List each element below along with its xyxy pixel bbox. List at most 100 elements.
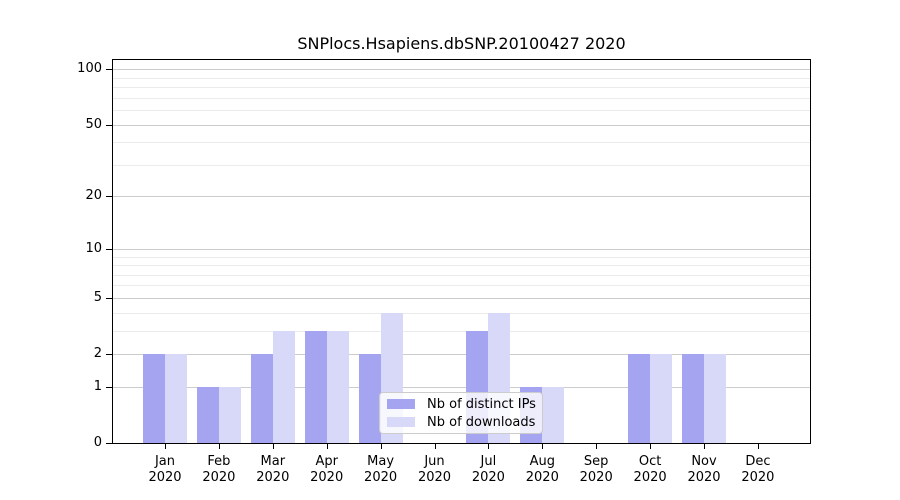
x-tick-label-line: Feb bbox=[207, 454, 231, 469]
x-tick-label-line: Jun bbox=[424, 454, 445, 469]
x-tick-label-line: 2020 bbox=[417, 470, 452, 485]
y-tick-label-10: 10 bbox=[85, 240, 102, 256]
bar-distinct-ips-feb bbox=[196, 386, 219, 443]
y-tick-label-0: 0 bbox=[93, 435, 102, 450]
x-tick-mark-mar bbox=[272, 444, 274, 449]
y-tick-mark-0 bbox=[106, 443, 112, 444]
x-tick-mark-jun bbox=[434, 444, 436, 449]
y-tick-label-100: 100 bbox=[77, 61, 102, 77]
minor-gridline-40 bbox=[113, 142, 810, 144]
x-tick-label-line: Oct bbox=[638, 454, 662, 469]
major-gridline-10 bbox=[113, 248, 810, 250]
plot-area bbox=[112, 59, 811, 444]
x-tick-mark-jul bbox=[488, 444, 490, 449]
bar-distinct-ips-mar bbox=[250, 354, 273, 443]
x-tick-label-feb: Feb 2020 bbox=[187, 454, 251, 486]
x-tick-label-dec: Dec 2020 bbox=[726, 454, 790, 486]
x-tick-label-line: Apr bbox=[315, 454, 338, 469]
x-tick-label-line: 2020 bbox=[148, 470, 182, 485]
major-gridline-5 bbox=[113, 297, 810, 299]
x-tick-label-apr: Apr 2020 bbox=[295, 454, 359, 486]
legend: Nb of distinct IPs Nb of downloads bbox=[379, 392, 543, 434]
bar-distinct-ips-apr bbox=[304, 330, 327, 443]
x-tick-label-line: 2020 bbox=[741, 470, 775, 485]
y-tick-label-5: 5 bbox=[93, 289, 102, 305]
y-tick-mark-1 bbox=[106, 386, 112, 388]
x-tick-label-line: Sep bbox=[583, 454, 609, 469]
legend-swatch-distinct-ips bbox=[387, 399, 415, 409]
x-tick-mark-aug bbox=[542, 444, 544, 449]
minor-gridline-3 bbox=[113, 330, 810, 332]
major-gridline-50 bbox=[113, 124, 810, 126]
bar-downloads-oct bbox=[650, 354, 673, 443]
minor-gridline-60 bbox=[113, 110, 810, 111]
x-tick-mark-apr bbox=[326, 444, 328, 449]
bar-distinct-ips-may bbox=[358, 354, 381, 443]
y-tick-mark-2 bbox=[106, 354, 112, 355]
minor-gridline-9 bbox=[113, 256, 810, 258]
x-tick-label-line: Aug bbox=[529, 454, 555, 469]
major-gridline-100 bbox=[113, 69, 810, 71]
x-tick-label-line: Nov bbox=[691, 454, 717, 469]
x-tick-label-line: Dec bbox=[745, 454, 771, 469]
x-tick-label-line: 2020 bbox=[202, 470, 236, 485]
x-tick-label-nov: Nov 2020 bbox=[672, 454, 736, 486]
bar-distinct-ips-oct bbox=[628, 354, 651, 443]
x-tick-label-oct: Oct 2020 bbox=[618, 454, 682, 486]
bar-downloads-nov bbox=[704, 354, 726, 443]
x-tick-label-jul: Jul 2020 bbox=[456, 454, 520, 486]
bar-downloads-mar bbox=[272, 330, 295, 443]
x-tick-label-line: Jan bbox=[154, 454, 176, 469]
y-tick-mark-100 bbox=[106, 69, 112, 71]
x-tick-label-line: 2020 bbox=[525, 470, 559, 485]
legend-item-distinct-ips: Nb of distinct IPs bbox=[380, 397, 542, 412]
x-tick-label-line: 2020 bbox=[579, 470, 613, 485]
x-tick-label-may: May 2020 bbox=[349, 454, 413, 486]
major-gridline-1 bbox=[113, 386, 810, 388]
y-tick-mark-10 bbox=[106, 248, 112, 250]
x-tick-label-line: 2020 bbox=[633, 470, 667, 485]
bar-distinct-ips-jan bbox=[143, 354, 165, 443]
x-tick-label-line: 2020 bbox=[687, 470, 721, 485]
y-tick-mark-20 bbox=[106, 196, 112, 198]
x-tick-label-line: 2020 bbox=[471, 470, 505, 485]
minor-gridline-70 bbox=[113, 97, 810, 99]
y-tick-label-2: 2 bbox=[93, 346, 102, 361]
x-tick-mark-jan bbox=[165, 444, 166, 449]
x-tick-label-line: Mar bbox=[260, 454, 286, 469]
minor-gridline-80 bbox=[113, 87, 810, 89]
x-tick-mark-dec bbox=[757, 444, 759, 449]
x-tick-label-jan: Jan 2020 bbox=[133, 454, 197, 486]
x-tick-label-mar: Mar 2020 bbox=[241, 454, 305, 486]
x-tick-mark-may bbox=[380, 444, 382, 449]
bar-downloads-jan bbox=[165, 354, 187, 443]
legend-label-distinct-ips: Nb of distinct IPs bbox=[427, 396, 536, 412]
chart-title: SNPlocs.Hsapiens.dbSNP.20100427 2020 bbox=[297, 34, 626, 53]
x-tick-label-jun: Jun 2020 bbox=[403, 454, 467, 486]
bar-downloads-feb bbox=[218, 386, 241, 443]
major-gridline-2 bbox=[113, 354, 810, 355]
legend-swatch-downloads bbox=[387, 417, 415, 427]
x-tick-label-line: May bbox=[367, 454, 395, 469]
legend-item-downloads: Nb of downloads bbox=[380, 415, 542, 430]
x-tick-label-line: 2020 bbox=[364, 470, 398, 485]
x-tick-label-line: 2020 bbox=[256, 470, 290, 485]
y-tick-label-50: 50 bbox=[85, 116, 102, 132]
y-tick-mark-5 bbox=[106, 297, 112, 299]
x-tick-label-sep: Sep 2020 bbox=[564, 454, 628, 486]
x-tick-mark-sep bbox=[596, 444, 598, 449]
y-tick-label-20: 20 bbox=[85, 188, 102, 204]
minor-gridline-7 bbox=[113, 274, 810, 276]
y-tick-label-1: 1 bbox=[93, 378, 102, 394]
bar-distinct-ips-nov bbox=[682, 354, 704, 443]
major-gridline-20 bbox=[113, 196, 810, 198]
x-tick-mark-oct bbox=[650, 444, 652, 449]
minor-gridline-30 bbox=[113, 164, 810, 166]
bar-downloads-aug bbox=[542, 386, 565, 443]
minor-gridline-90 bbox=[113, 77, 810, 79]
x-tick-mark-nov bbox=[704, 444, 705, 449]
y-tick-mark-50 bbox=[106, 124, 112, 126]
minor-gridline-8 bbox=[113, 265, 810, 266]
x-tick-label-aug: Aug 2020 bbox=[510, 454, 574, 486]
